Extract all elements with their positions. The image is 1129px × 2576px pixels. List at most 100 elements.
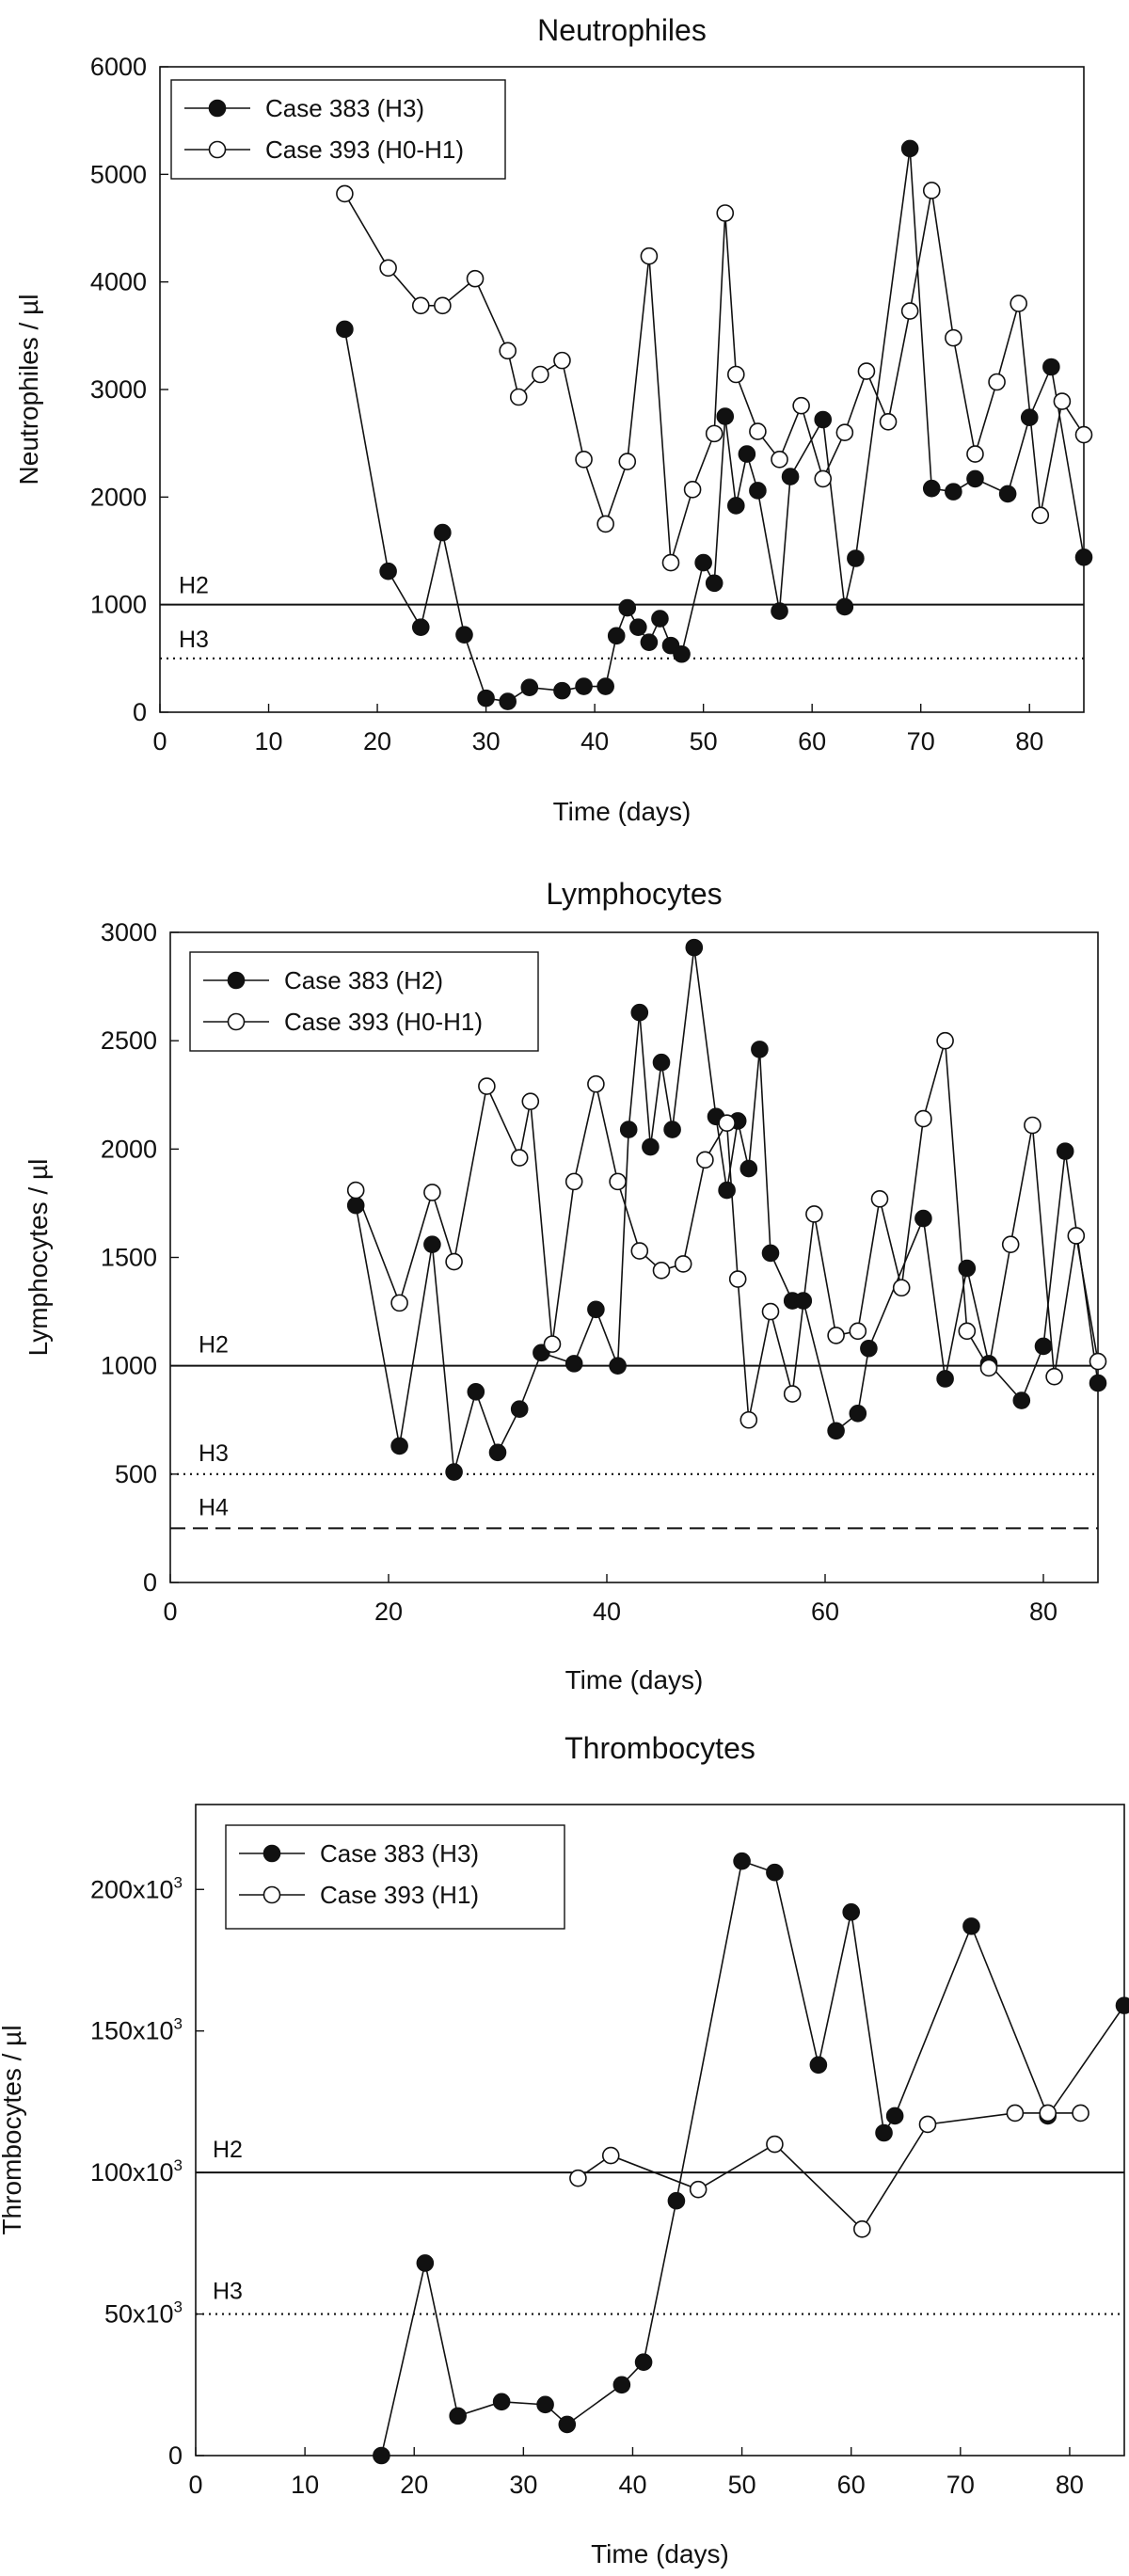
y-tick-label-exponent: 3 (174, 2015, 183, 2033)
y-tick-label-exponent: 3 (174, 2298, 183, 2316)
x-tick-label: 80 (1056, 2471, 1084, 2499)
data-point (696, 1151, 714, 1169)
legend: Case 383 (H3) Case 393 (H1) (225, 1824, 565, 1930)
data-point (857, 362, 876, 380)
data-point (849, 1405, 867, 1423)
y-tick-label: 5000 (90, 160, 147, 188)
y-tick-label: 2500 (101, 1026, 157, 1055)
data-point (962, 1917, 980, 1935)
data-point (477, 689, 495, 708)
x-tick-label: 60 (837, 2471, 866, 2499)
data-point (346, 1196, 365, 1215)
reference-label-h2: H2 (179, 573, 209, 599)
data-point (1039, 2104, 1057, 2123)
data-point (543, 1335, 562, 1353)
data-point (914, 1109, 932, 1128)
data-point (1006, 2104, 1025, 2123)
legend-marker (262, 1844, 281, 1863)
data-point (379, 562, 397, 580)
x-tick-label: 30 (472, 727, 501, 755)
y-tick-label: 6000 (90, 53, 147, 81)
data-point (596, 515, 614, 533)
data-point (809, 2056, 828, 2075)
y-tick-label-value: 2000 (90, 483, 147, 511)
y-tick-label: 100x103 (90, 2156, 183, 2186)
data-point (885, 2107, 904, 2125)
data-point (466, 269, 485, 288)
data-point (423, 1235, 441, 1253)
data-point (842, 1903, 861, 1921)
data-point (587, 1074, 605, 1093)
data-point (390, 1437, 408, 1455)
x-tick-label: 0 (163, 1598, 177, 1626)
legend-label: Case 393 (H0-H1) (284, 1008, 483, 1036)
data-point (705, 424, 724, 443)
legend-label: Case 383 (H3) (265, 94, 424, 122)
data-point (694, 553, 712, 572)
reference-label-h2: H2 (199, 1332, 229, 1359)
data-point (847, 549, 865, 567)
data-point (966, 469, 984, 488)
legend: Case 383 (H2) Case 393 (H0-H1) (189, 951, 539, 1052)
legend-marker (208, 99, 227, 118)
data-point (663, 1121, 681, 1138)
x-axis-label: Time (days) (565, 1665, 704, 1694)
reference-label-h3: H3 (199, 1440, 229, 1467)
data-point (434, 296, 452, 315)
reference-label-h3: H3 (213, 2279, 243, 2305)
x-tick-label: 0 (188, 2471, 202, 2499)
data-point (728, 1270, 747, 1288)
x-tick-label: 50 (728, 2471, 756, 2499)
data-point (771, 602, 788, 620)
y-tick-label: 150x103 (90, 2015, 183, 2045)
data-point (612, 2376, 631, 2394)
data-point (411, 296, 430, 315)
data-point (738, 445, 756, 463)
legend-box (225, 1824, 565, 1930)
data-point (575, 677, 593, 695)
data-point (853, 2220, 871, 2238)
legend-label: Case 383 (H3) (320, 1839, 479, 1868)
data-point (761, 1302, 780, 1321)
data-point (336, 184, 354, 203)
data-point (423, 1184, 441, 1201)
data-point (674, 1255, 692, 1273)
y-tick-label-value: 2500 (101, 1026, 157, 1055)
data-point (618, 453, 637, 470)
data-point (766, 1863, 784, 1882)
x-tick-label: 20 (400, 2471, 428, 2499)
x-tick-label: 40 (580, 727, 609, 755)
data-point (875, 2123, 893, 2142)
data-point (642, 1137, 660, 1156)
y-tick-label: 1000 (90, 591, 147, 619)
series-line-case-383 (380, 1860, 1125, 2457)
y-tick-label-value: 1500 (101, 1244, 157, 1272)
data-point (564, 1355, 583, 1373)
data-point (467, 1383, 485, 1401)
data-point (805, 1205, 823, 1223)
y-tick-label-value: 200x10 (90, 1875, 174, 1903)
x-tick-label: 80 (1015, 727, 1043, 755)
data-point (966, 445, 984, 463)
data-point (510, 1400, 529, 1419)
legend-marker (227, 1012, 246, 1031)
data-point (492, 2393, 511, 2411)
y-tick-label: 0 (133, 698, 147, 726)
y-tick-label-value: 0 (168, 2441, 183, 2470)
x-tick-label: 20 (363, 727, 391, 755)
y-tick-label-value: 0 (133, 698, 147, 726)
data-point (521, 1092, 540, 1110)
data-point (1089, 1352, 1107, 1371)
y-tick-label-value: 2000 (101, 1135, 157, 1163)
y-tick-label-value: 5000 (90, 160, 147, 188)
data-point (609, 1172, 627, 1191)
data-point (445, 1463, 463, 1481)
data-point (892, 1279, 911, 1297)
data-point (1001, 1235, 1020, 1253)
chart-title: Lymphocytes (546, 877, 722, 911)
y-tick-label-exponent: 3 (174, 2156, 183, 2174)
y-tick-label: 500 (115, 1460, 157, 1488)
data-point (629, 618, 647, 636)
plot-frame (195, 1804, 1125, 2457)
